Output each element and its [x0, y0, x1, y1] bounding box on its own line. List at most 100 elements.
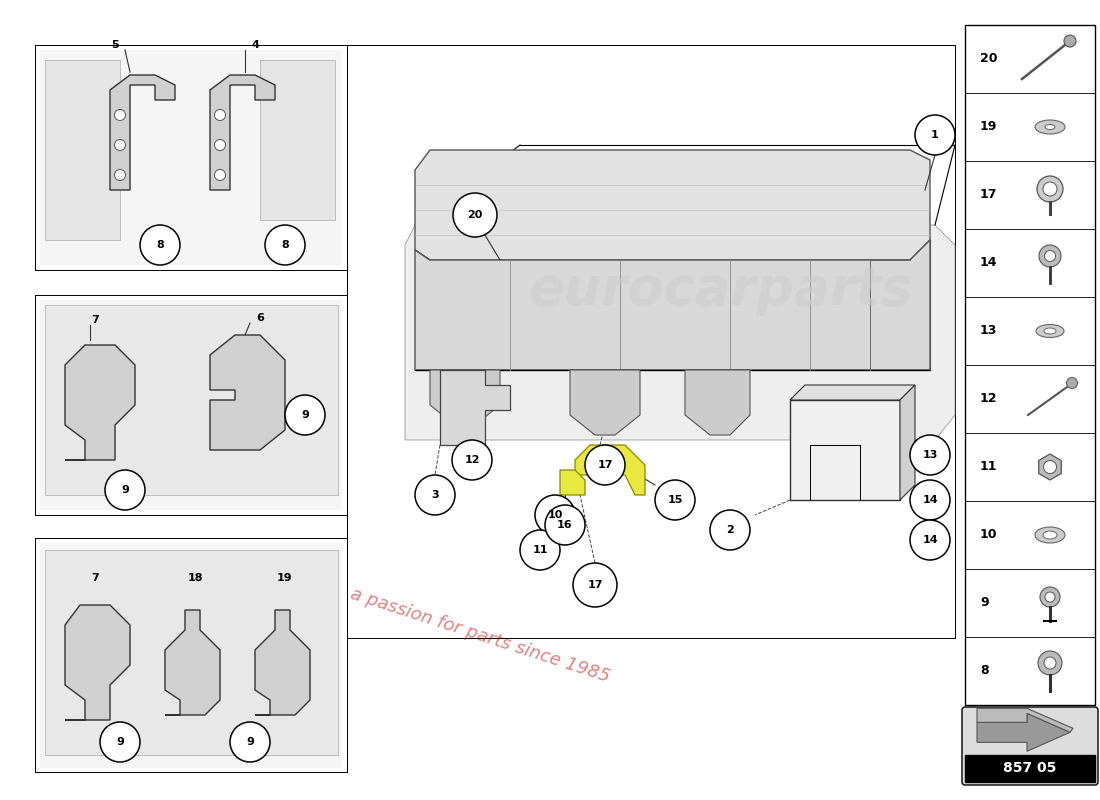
Polygon shape: [40, 50, 342, 265]
Circle shape: [214, 170, 225, 181]
Circle shape: [710, 510, 750, 550]
Ellipse shape: [1035, 527, 1065, 543]
FancyBboxPatch shape: [965, 754, 1094, 782]
Text: 15: 15: [668, 495, 683, 505]
Ellipse shape: [1044, 328, 1056, 334]
Circle shape: [910, 480, 950, 520]
Text: 12: 12: [980, 393, 998, 406]
Polygon shape: [415, 240, 930, 370]
Polygon shape: [790, 385, 915, 400]
Ellipse shape: [1043, 531, 1057, 539]
Ellipse shape: [1045, 125, 1055, 130]
Polygon shape: [260, 60, 336, 220]
Circle shape: [1043, 182, 1057, 196]
Circle shape: [114, 170, 125, 181]
Circle shape: [265, 225, 305, 265]
Text: 2: 2: [726, 525, 734, 535]
Text: 9: 9: [121, 485, 129, 495]
Circle shape: [573, 563, 617, 607]
Circle shape: [1044, 657, 1056, 669]
Circle shape: [452, 440, 492, 480]
Text: 16: 16: [558, 520, 573, 530]
Circle shape: [214, 110, 225, 121]
Circle shape: [1067, 378, 1078, 389]
Polygon shape: [415, 150, 930, 260]
Polygon shape: [45, 305, 338, 495]
Text: 11: 11: [532, 545, 548, 555]
Text: eurocarparts: eurocarparts: [528, 264, 912, 316]
Polygon shape: [40, 543, 342, 768]
Text: 5: 5: [111, 40, 119, 50]
Polygon shape: [1038, 454, 1061, 480]
Circle shape: [114, 139, 125, 150]
Circle shape: [915, 115, 955, 155]
Circle shape: [453, 193, 497, 237]
Polygon shape: [45, 550, 338, 755]
Circle shape: [1045, 592, 1055, 602]
Circle shape: [1064, 35, 1076, 47]
Text: 7: 7: [91, 573, 99, 583]
Ellipse shape: [1035, 120, 1065, 134]
Text: 9: 9: [117, 737, 124, 747]
Polygon shape: [570, 370, 640, 435]
Circle shape: [1040, 587, 1060, 607]
Polygon shape: [40, 300, 342, 510]
Text: 857 05: 857 05: [1003, 762, 1057, 775]
Text: 14: 14: [980, 257, 998, 270]
FancyBboxPatch shape: [962, 707, 1098, 785]
Text: 17: 17: [587, 580, 603, 590]
Text: 19: 19: [277, 573, 293, 583]
Text: 10: 10: [980, 529, 998, 542]
Text: 18: 18: [187, 573, 202, 583]
Text: 8: 8: [980, 665, 989, 678]
Text: a passion for parts since 1985: a passion for parts since 1985: [348, 585, 612, 686]
Text: 11: 11: [980, 461, 998, 474]
Circle shape: [1044, 461, 1056, 474]
Circle shape: [654, 480, 695, 520]
Circle shape: [214, 139, 225, 150]
Polygon shape: [65, 345, 135, 460]
Circle shape: [520, 530, 560, 570]
Polygon shape: [65, 605, 130, 720]
Polygon shape: [165, 610, 220, 715]
Text: 4: 4: [251, 40, 258, 50]
Text: 3: 3: [431, 490, 439, 500]
Polygon shape: [210, 335, 285, 450]
Text: 14: 14: [922, 495, 938, 505]
Text: 10: 10: [548, 510, 563, 520]
Text: 19: 19: [980, 121, 998, 134]
Circle shape: [544, 505, 585, 545]
Text: 17: 17: [597, 460, 613, 470]
Polygon shape: [430, 370, 500, 425]
Polygon shape: [210, 75, 275, 190]
Text: 6: 6: [256, 313, 264, 323]
Polygon shape: [405, 225, 955, 440]
Text: 9: 9: [301, 410, 309, 420]
Text: 17: 17: [980, 189, 998, 202]
Circle shape: [100, 722, 140, 762]
Text: 7: 7: [91, 315, 99, 325]
Text: 1: 1: [931, 130, 939, 140]
Polygon shape: [440, 370, 510, 445]
Polygon shape: [110, 75, 175, 190]
Circle shape: [415, 475, 455, 515]
Polygon shape: [575, 445, 645, 495]
Polygon shape: [790, 400, 900, 500]
Circle shape: [1037, 176, 1063, 202]
Text: 13: 13: [980, 325, 998, 338]
Circle shape: [585, 445, 625, 485]
Circle shape: [1038, 651, 1061, 675]
Text: 20: 20: [980, 53, 998, 66]
Polygon shape: [685, 370, 750, 435]
Text: 9: 9: [980, 597, 989, 610]
Circle shape: [230, 722, 270, 762]
FancyBboxPatch shape: [965, 25, 1094, 705]
Text: 9: 9: [246, 737, 254, 747]
Ellipse shape: [1036, 325, 1064, 338]
Circle shape: [535, 495, 575, 535]
Circle shape: [285, 395, 324, 435]
Circle shape: [910, 520, 950, 560]
Circle shape: [910, 435, 950, 475]
Polygon shape: [255, 610, 310, 715]
Polygon shape: [977, 708, 1072, 732]
